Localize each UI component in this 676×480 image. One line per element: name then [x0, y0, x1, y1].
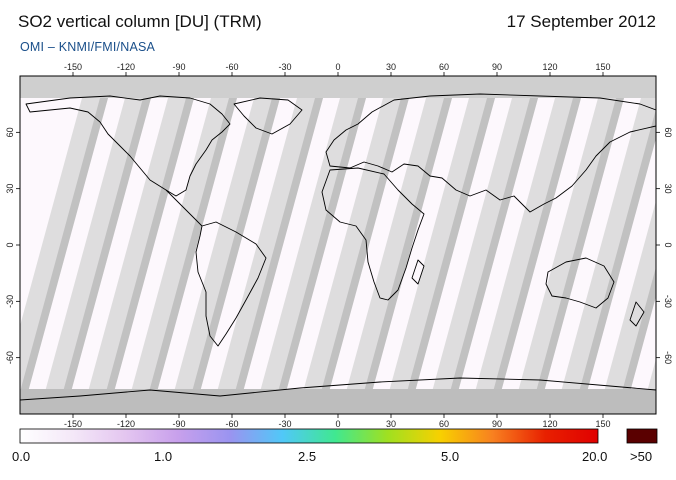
orbit-gap-swath-dark — [358, 76, 458, 414]
orbit-gap-swath-dark — [229, 76, 329, 414]
coast-central-america — [165, 189, 203, 227]
coast-antarctica — [20, 377, 656, 401]
lon-tick-label-top: -60 — [225, 62, 238, 72]
colorbar-label-overflow: >50 — [630, 449, 653, 464]
lon-tick-label-bottom: -150 — [64, 419, 82, 429]
lon-tick-label-bottom: 30 — [386, 419, 396, 429]
coastlines — [20, 93, 656, 401]
orbit-gap-swath-dark — [100, 76, 200, 414]
orbit-gap-swath-light — [555, 76, 656, 414]
lat-tick-label-left: 0 — [5, 242, 15, 247]
map-title: SO2 vertical column [DU] (TRM) — [18, 12, 262, 31]
colorbar-overflow-swatch — [626, 428, 658, 444]
lon-tick-label-bottom: -60 — [225, 419, 238, 429]
lat-tick-label-left: 30 — [5, 184, 15, 194]
orbit-gap-swath-dark — [444, 76, 544, 414]
lon-tick-label-top: -90 — [172, 62, 185, 72]
lat-tick-label-left: -60 — [5, 351, 15, 364]
colorbar-label-min: 0.0 — [12, 449, 31, 464]
lon-tick-label-bottom: 60 — [439, 419, 449, 429]
lon-tick-label-top: -150 — [64, 62, 82, 72]
orbit-gap-swath-dark — [272, 76, 372, 414]
map-date: 17 September 2012 — [506, 12, 656, 31]
orbit-gap-swath-dark — [143, 76, 243, 414]
lon-tick-label-bottom: 150 — [595, 419, 610, 429]
lon-tick-label-bottom: -90 — [172, 419, 185, 429]
lat-tick-label-left: 60 — [5, 127, 15, 137]
lon-tick-label-bottom: 120 — [542, 419, 557, 429]
orbit-gap-swath-dark — [616, 267, 656, 414]
lon-tick-label-bottom: 90 — [492, 419, 502, 429]
orbit-gap-swaths — [20, 76, 656, 414]
lon-tick-label-top: -30 — [278, 62, 291, 72]
orbit-gap-swath-light — [598, 200, 656, 414]
south-polar-no-data — [20, 389, 656, 414]
orbit-gap-swath-dark — [530, 76, 630, 414]
latitude-ticks-left: 60 30 0 -30 -60 — [5, 127, 20, 364]
north-polar-no-data — [20, 76, 656, 98]
coast-australia — [545, 257, 615, 309]
lat-tick-label-right: 60 — [663, 127, 673, 137]
orbit-gap-swath-dark — [186, 76, 286, 414]
coast-north-america — [25, 95, 231, 197]
coast-new-zealand — [629, 301, 645, 327]
lon-tick-label-top: -120 — [117, 62, 135, 72]
coast-africa — [321, 167, 425, 301]
data-source-credit: OMI – KNMI/FMI/NASA — [20, 40, 156, 54]
lon-tick-label-top: 150 — [595, 62, 610, 72]
colorbar-label-5: 5.0 — [441, 449, 460, 464]
coast-madagascar — [411, 259, 425, 285]
lon-tick-label-bottom: 0 — [335, 419, 340, 429]
longitude-ticks-top: -150 -120 -90 -60 -30 0 30 60 90 120 150 — [64, 62, 611, 76]
lon-tick-label-bottom: -30 — [278, 419, 291, 429]
colorbar-label-1: 1.0 — [154, 449, 173, 464]
colorbar-label-2-5: 2.5 — [298, 449, 317, 464]
lon-tick-label-top: 0 — [335, 62, 340, 72]
orbit-gap-swath-dark — [20, 76, 114, 414]
lat-tick-label-right: -30 — [663, 295, 673, 308]
lon-tick-label-bottom: -120 — [117, 419, 135, 429]
lat-tick-label-right: 0 — [663, 242, 673, 247]
lon-tick-label-top: 30 — [386, 62, 396, 72]
coast-eurasia — [325, 93, 656, 213]
lon-tick-label-top: 90 — [492, 62, 502, 72]
coast-greenland — [233, 97, 303, 135]
orbit-gap-swath-dark — [401, 76, 501, 414]
lat-tick-label-right: -60 — [663, 351, 673, 364]
lat-tick-label-left: -30 — [5, 295, 15, 308]
longitude-ticks-bottom: -150 -120 -90 -60 -30 0 30 60 90 120 150 — [64, 414, 611, 429]
lon-tick-label-top: 60 — [439, 62, 449, 72]
orbit-gap-swath-dark — [315, 76, 415, 414]
lat-tick-label-right: 30 — [663, 184, 673, 194]
orbit-gap-swath-dark — [487, 76, 587, 414]
lon-tick-label-top: 120 — [542, 62, 557, 72]
orbit-gap-swath-dark — [57, 76, 157, 414]
latitude-ticks-right: 60 30 0 -30 -60 — [656, 127, 673, 364]
orbit-gap-swath-dark — [573, 109, 656, 414]
colorbar-label-20: 20.0 — [582, 449, 608, 464]
coast-south-america — [195, 221, 267, 347]
colorbar-gradient — [19, 428, 599, 444]
